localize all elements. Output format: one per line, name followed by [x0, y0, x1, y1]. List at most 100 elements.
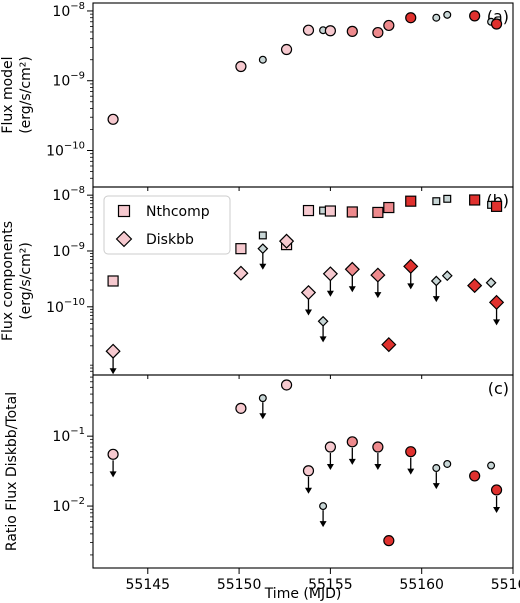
data-point — [258, 55, 267, 64]
diskbb-data-point — [278, 233, 295, 249]
nthcomp-data-point — [324, 205, 336, 217]
data-point-upper-limit-arrow-head — [259, 413, 267, 420]
data-point — [372, 26, 384, 39]
y-tick-label: 10−9 — [52, 71, 85, 90]
data-point-upper-limit-arrow-head — [109, 471, 117, 478]
diskbb-data-point — [105, 343, 121, 359]
diskbb-data-point — [322, 266, 338, 282]
x-tick-label: 55160 — [399, 577, 444, 593]
nthcomp-data-point — [346, 206, 358, 218]
nthcomp-data-point — [405, 195, 417, 207]
data-point — [324, 441, 336, 453]
data-point — [235, 402, 247, 414]
data-point — [383, 535, 395, 547]
data-point-upper-limit-arrow-head — [493, 506, 501, 513]
y-tick-label: 10−8 — [52, 1, 85, 20]
nthcomp-data-point — [383, 201, 395, 214]
data-point — [405, 12, 417, 24]
legend: Nthcomp Diskbb — [103, 195, 231, 255]
nthcomp-data-point — [490, 200, 503, 212]
diskbb-data-point — [344, 261, 360, 277]
diskbb-data-point — [403, 258, 419, 274]
data-point — [372, 441, 384, 453]
data-point — [469, 10, 481, 22]
diskbb-data-point — [430, 275, 442, 287]
data-point — [107, 113, 119, 125]
x-axis-label: Time (MJD) — [264, 586, 342, 602]
diskbb-data-point-upper-limit-arrow-head — [109, 368, 117, 375]
data-point — [487, 461, 496, 470]
data-point — [302, 24, 315, 36]
diskbb-data-point — [233, 265, 249, 281]
x-tick-label: 55145 — [126, 577, 171, 593]
data-point-upper-limit-arrow-head — [432, 483, 440, 490]
legend-label-nthcomp: Nthcomp — [146, 204, 210, 220]
panel-label: (c) — [488, 379, 509, 398]
y-axis-label: (erg/s/cm²) — [18, 242, 34, 320]
data-point — [258, 394, 267, 403]
data-point — [490, 484, 503, 496]
legend-label-diskbb: Diskbb — [146, 232, 194, 248]
data-point — [490, 18, 503, 30]
legend-marker-diskbb — [115, 230, 133, 248]
y-tick-label: 10−10 — [46, 141, 85, 160]
data-point — [346, 436, 358, 448]
diskbb-data-point — [441, 270, 453, 282]
data-point-upper-limit-arrow-head — [326, 463, 334, 470]
diskbb-data-point-upper-limit-arrow-head — [432, 296, 440, 303]
data-point — [432, 464, 441, 473]
x-tick-label: 55150 — [217, 577, 262, 593]
diskbb-data-point — [370, 267, 386, 283]
y-tick-label: 10−1 — [52, 426, 85, 445]
diskbb-data-point-upper-limit-arrow-head — [348, 286, 356, 293]
panel-c: 10−1 10−2 55145 55150 55155 55160 55165 Ratio F… — [4, 374, 520, 593]
diskbb-data-point — [300, 284, 317, 301]
y-tick-label: 10−10 — [46, 297, 85, 316]
diskbb-data-point-upper-limit-arrow-head — [326, 290, 334, 297]
nthcomp-data-point — [235, 243, 247, 255]
nthcomp-data-point — [258, 231, 267, 240]
data-point — [383, 19, 395, 32]
data-point-upper-limit-arrow-head — [348, 458, 356, 465]
diskbb-data-point — [257, 243, 269, 255]
diskbb-data-point — [381, 337, 397, 353]
y-axis-label: Ratio Flux Diskbb/Total — [4, 392, 20, 551]
data-point — [319, 502, 328, 511]
data-point-upper-limit-arrow-head — [319, 521, 327, 528]
data-point — [443, 10, 452, 19]
legend-box — [103, 195, 231, 255]
nthcomp-data-point — [469, 194, 481, 206]
plot-frame — [92, 374, 514, 569]
x-tick-label: 55155 — [308, 577, 353, 593]
diskbb-data-point — [488, 294, 505, 310]
data-point — [302, 465, 315, 477]
y-tick-label: 10−9 — [52, 241, 85, 260]
diskbb-data-point-upper-limit-arrow-head — [304, 309, 312, 316]
data-point — [107, 448, 119, 460]
diskbb-data-point-upper-limit-arrow-head — [259, 263, 267, 270]
data-point — [346, 25, 358, 37]
diskbb-data-point — [485, 277, 497, 289]
nthcomp-data-point — [432, 197, 441, 206]
nthcomp-data-point — [107, 275, 119, 287]
y-axis-label: (erg/s/cm²) — [18, 56, 34, 134]
y-tick-label: 10−8 — [52, 185, 85, 204]
diskbb-data-point-upper-limit-arrow-head — [319, 336, 327, 343]
data-point-upper-limit-arrow-head — [407, 468, 415, 475]
x-tick-label: 55165 — [491, 577, 520, 593]
data-point-upper-limit-arrow-head — [304, 487, 312, 494]
y-axis-label: Flux model — [0, 56, 16, 133]
data-point — [324, 25, 336, 37]
diskbb-data-point-upper-limit-arrow-head — [493, 319, 501, 326]
data-point — [280, 43, 293, 56]
nthcomp-data-point — [302, 204, 315, 217]
data-point — [443, 459, 452, 468]
data-point-upper-limit-arrow-head — [374, 463, 382, 470]
data-point — [280, 379, 293, 391]
diskbb-data-point — [317, 315, 329, 327]
y-tick-label: 10−2 — [52, 496, 85, 515]
data-point — [405, 446, 417, 458]
